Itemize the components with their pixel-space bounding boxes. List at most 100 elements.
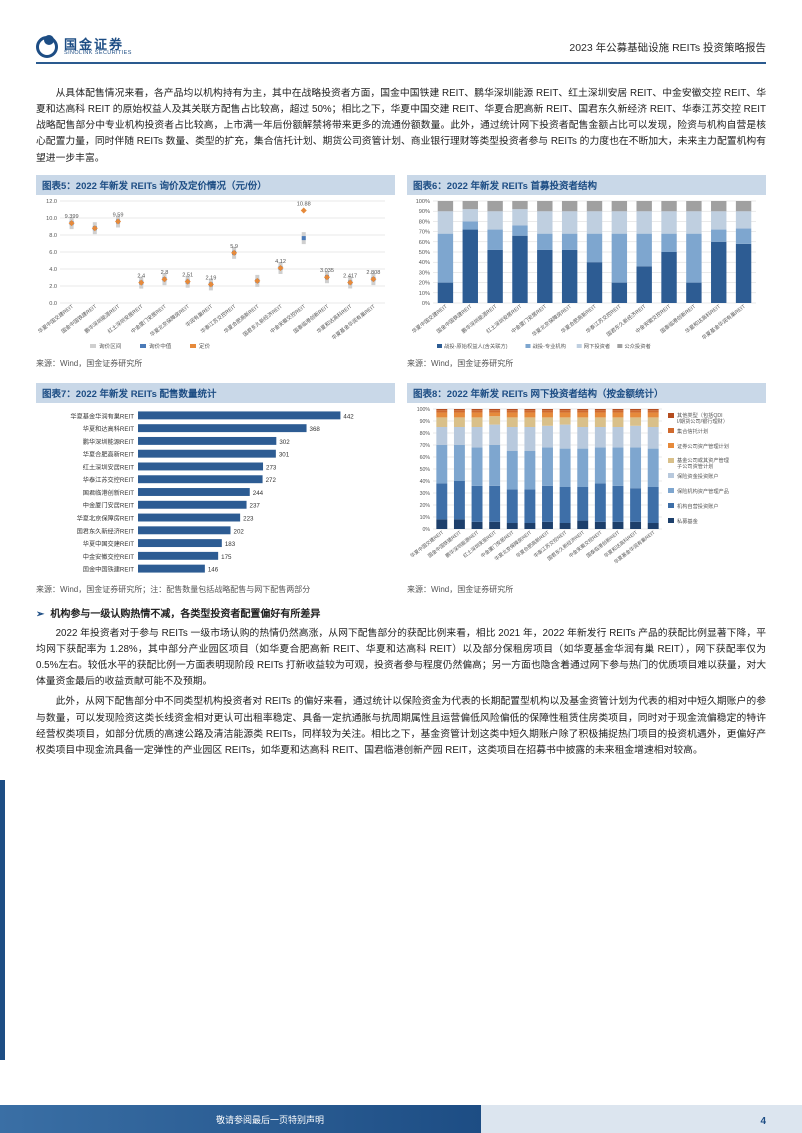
section-header-text: 机构参与一级认购热情不减，各类型投资者配置偏好有所差异 — [50, 609, 320, 620]
footer: 敬请参阅最后一页特别声明 4 — [0, 1105, 802, 1133]
chart-7: 图表7：2022 年新发 REITs 配售数量统计 华夏基金华润有巢REIT 44… — [36, 383, 395, 595]
chart-7-svg: 华夏基金华润有巢REIT442华夏和达高科REIT368鹏华深圳能源REIT30… — [36, 403, 391, 581]
svg-text:华夏基金华润有巢REIT: 华夏基金华润有巢REIT — [70, 412, 134, 420]
svg-text:证券公司资产管理计划: 证券公司资产管理计划 — [677, 442, 729, 450]
paragraph-1: 从具体配售情况来看，各产品均以机构持有为主，其中在战略投资者方面，国金中国铁建 … — [36, 86, 766, 167]
svg-text:2.0: 2.0 — [49, 284, 57, 290]
svg-text:50%: 50% — [420, 467, 431, 473]
page: 国金证券 SINOLINK SECURITIES 2023 年公募基础设施 RE… — [0, 0, 802, 1133]
svg-text:战投-原始权益人(含关联方): 战投-原始权益人(含关联方) — [444, 342, 508, 350]
svg-text:华夏北京保障房REIT: 华夏北京保障房REIT — [148, 302, 192, 338]
report-title: 2023 年公募基础设施 REITs 投资策略报告 — [569, 40, 766, 55]
svg-text:华夏北京保障房REIT: 华夏北京保障房REIT — [530, 302, 574, 338]
chart-5-svg: 0.02.04.06.08.010.012.09.399华夏中国交建REIT国金… — [36, 195, 391, 355]
svg-text:302: 302 — [279, 439, 290, 446]
svg-text:询价区间: 询价区间 — [99, 342, 122, 350]
charts-row-2: 图表7：2022 年新发 REITs 配售数量统计 华夏基金华润有巢REIT 44… — [36, 383, 766, 595]
svg-text:9.399: 9.399 — [65, 214, 79, 220]
svg-text:90%: 90% — [420, 419, 431, 425]
svg-text:30%: 30% — [419, 270, 430, 276]
paragraph-2: 2022 年投资者对于参与 REITs 一级市场认购的热情仍然高涨，从网下配售部… — [36, 626, 766, 691]
svg-text:368: 368 — [310, 426, 321, 433]
svg-text:70%: 70% — [419, 229, 430, 235]
charts-row-1: 图表5：2022 年新发 REITs 询价及定价情况（元/份） 0.0 2.0 4.… — [36, 175, 766, 369]
svg-text:442: 442 — [343, 413, 354, 420]
svg-text:30%: 30% — [420, 491, 431, 497]
svg-text:10.88: 10.88 — [297, 201, 311, 207]
chart-6: 图表6：2022 年新发 REITs 首募投资者结构 0% 10% 20% 30% 40… — [407, 175, 766, 369]
svg-text:6.0: 6.0 — [49, 250, 57, 256]
chart-8: 图表8：2022 年新发 REITs 网下投资者结构（按金额统计） 0% 10% 2… — [407, 383, 766, 595]
svg-text:80%: 80% — [420, 431, 431, 437]
svg-text:子公司资管计划: 子公司资管计划 — [677, 462, 713, 470]
svg-text:70%: 70% — [420, 443, 431, 449]
svg-text:10%: 10% — [420, 515, 431, 521]
svg-text:5.9: 5.9 — [230, 244, 238, 250]
paragraph-3: 此外，从网下配售部分中不同类型机构投资者对 REITs 的偏好来看，通过统计以保… — [36, 694, 766, 759]
svg-text:国金中国铁建REIT: 国金中国铁建REIT — [83, 565, 134, 573]
chart-7-title: 图表7：2022 年新发 REITs 配售数量统计 — [36, 383, 395, 403]
svg-text:0%: 0% — [423, 527, 431, 533]
svg-text:20%: 20% — [420, 503, 431, 509]
logo-en: SINOLINK SECURITIES — [64, 51, 132, 57]
svg-text:华夏北京保障房REIT: 华夏北京保障房REIT — [77, 514, 135, 522]
chart-8-src: 来源：Wind，国金证券研究所 — [407, 584, 766, 595]
svg-text:4.12: 4.12 — [275, 259, 286, 265]
svg-text:10.0: 10.0 — [46, 216, 57, 222]
svg-text:公众投资者: 公众投资者 — [624, 342, 651, 350]
svg-text:2.8: 2.8 — [161, 270, 169, 276]
svg-text:战投-专业机构: 战投-专业机构 — [532, 342, 566, 350]
svg-text:华泰江苏交控REIT: 华泰江苏交控REIT — [83, 476, 134, 484]
svg-text:40%: 40% — [419, 260, 430, 266]
svg-text:华夏合肥高新REIT: 华夏合肥高新REIT — [83, 450, 134, 458]
svg-text:2.4: 2.4 — [137, 273, 145, 279]
svg-text:175: 175 — [221, 554, 232, 561]
svg-text:10%: 10% — [419, 291, 430, 297]
svg-text:0.0: 0.0 — [49, 301, 57, 307]
svg-text:2.19: 2.19 — [205, 275, 216, 281]
svg-text:100%: 100% — [417, 407, 431, 413]
svg-text:244: 244 — [253, 490, 264, 497]
svg-text:4.0: 4.0 — [49, 267, 57, 273]
chart-5-title: 图表5：2022 年新发 REITs 询价及定价情况（元/份） — [36, 175, 395, 195]
svg-text:90%: 90% — [419, 209, 430, 215]
svg-text:华夏基金华润有巢REIT: 华夏基金华润有巢REIT — [330, 302, 378, 342]
page-number: 4 — [760, 1116, 766, 1127]
svg-text:其他类型（包括QDI: 其他类型（包括QDI — [677, 411, 723, 419]
svg-text:8.0: 8.0 — [49, 233, 57, 239]
side-accent-bar — [0, 780, 5, 1060]
section-header: ➢ 机构参与一级认购热情不减，各类型投资者配置偏好有所差异 — [36, 605, 766, 620]
svg-text:3.035: 3.035 — [320, 268, 334, 274]
svg-text:301: 301 — [279, 451, 290, 458]
svg-text:保险机构资产管理产品: 保险机构资产管理产品 — [677, 487, 729, 495]
svg-text:基金公司或其资产管理: 基金公司或其资产管理 — [677, 456, 730, 464]
footer-text: 敬请参阅最后一页特别声明 — [216, 1113, 324, 1126]
arrow-icon: ➢ — [36, 609, 44, 620]
header: 国金证券 SINOLINK SECURITIES 2023 年公募基础设施 RE… — [36, 36, 766, 64]
svg-text:2.808: 2.808 — [366, 270, 380, 276]
svg-text:中金安徽交控REIT: 中金安徽交控REIT — [83, 553, 134, 561]
svg-text:50%: 50% — [419, 250, 430, 256]
svg-text:保险资金投资账户: 保险资金投资账户 — [677, 472, 719, 480]
svg-text:红土深圳安居REIT: 红土深圳安居REIT — [83, 463, 134, 471]
svg-text:国君临港创新REIT: 国君临港创新REIT — [83, 489, 134, 497]
svg-text:0%: 0% — [422, 301, 430, 307]
chart-6-title: 图表6：2022 年新发 REITs 首募投资者结构 — [407, 175, 766, 195]
chart-8-svg: 0%10%20%30%40%50%60%70%80%90%100%华夏中国交建R… — [407, 403, 762, 581]
svg-text:273: 273 — [266, 464, 277, 471]
svg-text:中金厦门安居REIT: 中金厦门安居REIT — [83, 502, 134, 510]
chart-8-title: 图表8：2022 年新发 REITs 网下投资者结构（按金额统计） — [407, 383, 766, 403]
svg-text:国君东久新经济REIT: 国君东久新经济REIT — [605, 302, 649, 338]
svg-text:私募基金: 私募基金 — [677, 517, 699, 525]
chart-7-src: 来源：Wind，国金证券研究所；注：配售数量包括战略配售与网下配售两部分 — [36, 584, 395, 595]
svg-text:机构自营投资账户: 机构自营投资账户 — [677, 502, 719, 510]
svg-text:询价中值: 询价中值 — [149, 342, 172, 350]
svg-text:223: 223 — [243, 515, 254, 522]
svg-text:I/期货公司/银行理财）: I/期货公司/银行理财） — [677, 417, 728, 425]
svg-text:146: 146 — [208, 566, 219, 573]
svg-text:定价: 定价 — [199, 342, 211, 350]
chart-5-src: 来源：Wind，国金证券研究所 — [36, 358, 395, 369]
svg-text:20%: 20% — [419, 280, 430, 286]
logo-icon — [36, 36, 58, 58]
svg-text:9.59: 9.59 — [113, 212, 124, 218]
